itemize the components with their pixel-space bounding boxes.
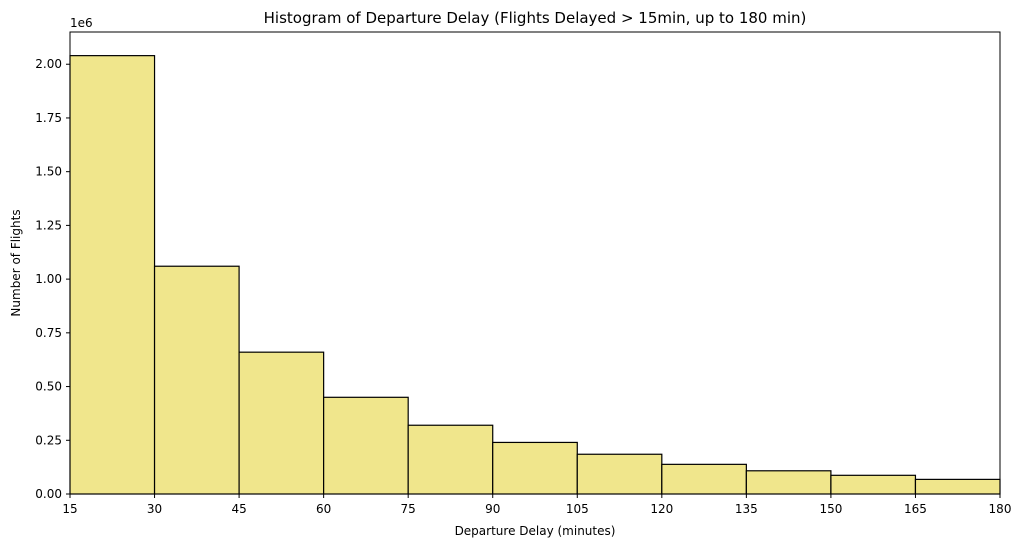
histogram-bar-2 [153, 265, 240, 495]
x-tick-label-180: 180 [989, 502, 1012, 516]
x-axis-label: Departure Delay (minutes) [455, 524, 616, 538]
histogram-bar-7 [576, 453, 663, 495]
x-tick-label-135: 135 [735, 502, 758, 516]
histogram-bar-10 [830, 474, 917, 495]
histogram-bar-8 [661, 463, 747, 495]
histogram-bar-3 [238, 351, 325, 495]
y-tick-label-8: 2.00 [35, 57, 62, 71]
y-axis-ticks: 0.00 0.25 0.50 0.75 1.00 1.25 1.50 1.75 2.00 [35, 57, 70, 501]
x-tick-label-75: 75 [401, 502, 416, 516]
x-tick-label-60: 60 [316, 502, 331, 516]
y-tick-label-6: 1.50 [35, 165, 62, 179]
x-tick-label-15: 15 [62, 502, 77, 516]
y-tick-label-2: 0.50 [35, 380, 62, 394]
x-axis-ticks: 15 30 45 60 75 90 105 120 135 150 165 180 [62, 494, 1011, 516]
x-tick-label-45: 45 [231, 502, 246, 516]
y-tick-label-4: 1.00 [35, 272, 62, 286]
y-axis-label: Number of Flights [9, 209, 23, 316]
x-tick-label-150: 150 [819, 502, 842, 516]
y-tick-label-7: 1.75 [35, 111, 62, 125]
histogram-bar-11 [914, 478, 1001, 495]
plot-frame [69, 31, 1001, 495]
histogram-bar-6 [492, 441, 578, 495]
x-tick-label-165: 165 [904, 502, 927, 516]
histogram-bar-1 [69, 55, 156, 495]
histogram-bar-5 [407, 424, 494, 495]
y-tick-label-0: 0.00 [35, 487, 62, 501]
y-tick-label-5: 1.25 [35, 218, 62, 232]
x-tick-label-90: 90 [485, 502, 500, 516]
histogram-bar-9 [745, 470, 832, 495]
y-tick-label-1: 0.25 [35, 433, 62, 447]
x-tick-label-105: 105 [566, 502, 589, 516]
y-scale-label: 1e6 [70, 16, 93, 30]
chart-title: Histogram of Departure Delay (Flights De… [264, 9, 807, 27]
histogram-bar-4 [323, 396, 409, 495]
bars-group [69, 55, 1001, 495]
y-tick-label-3: 0.75 [35, 326, 62, 340]
x-tick-label-30: 30 [147, 502, 162, 516]
x-tick-label-120: 120 [650, 502, 673, 516]
